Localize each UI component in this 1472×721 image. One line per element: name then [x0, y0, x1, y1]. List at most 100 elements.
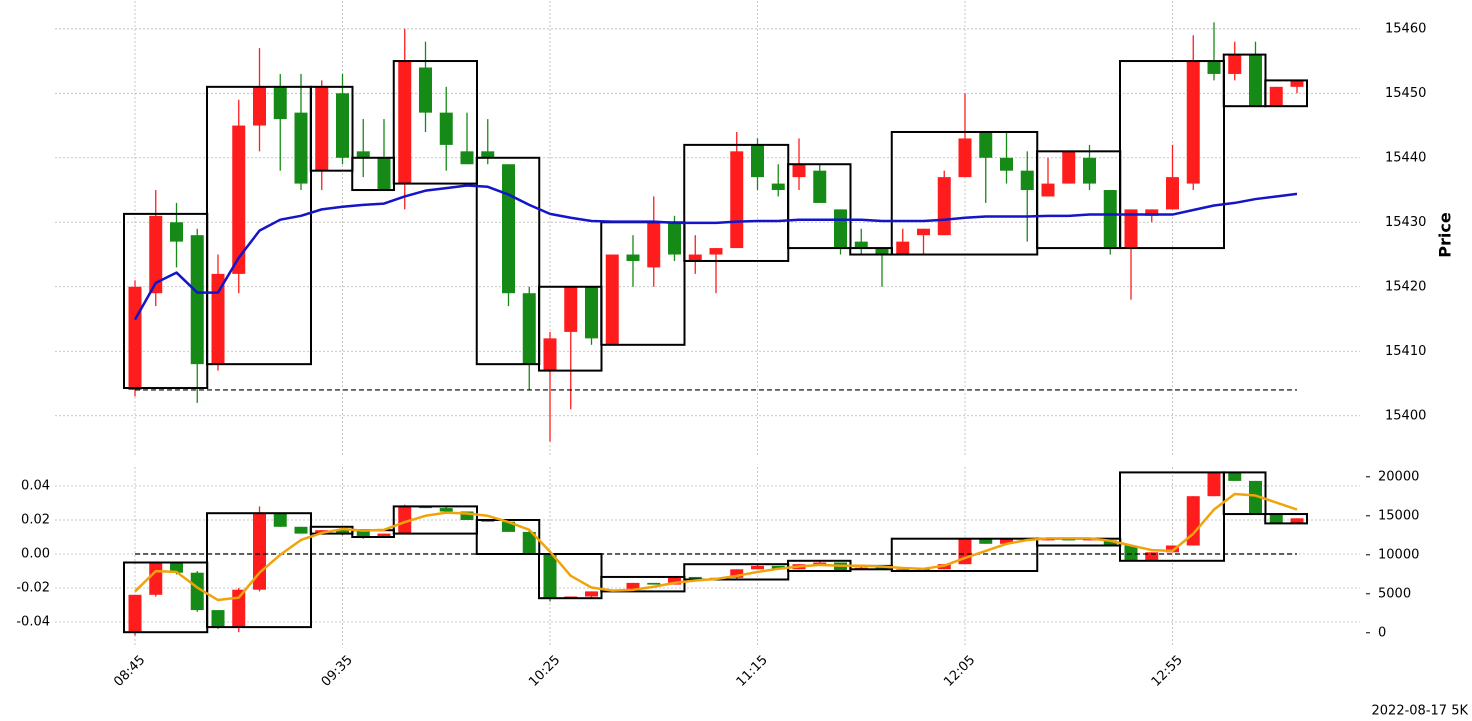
caption: 2022-08-17 5K [1372, 704, 1469, 719]
x-tick-label: 09:35 [319, 653, 356, 690]
candle-body [502, 521, 515, 532]
candle-body [751, 565, 764, 570]
candle-body [1207, 472, 1221, 497]
candle-body [543, 338, 557, 371]
candle-body [232, 589, 246, 628]
candle-body [543, 554, 557, 599]
range-box [1119, 60, 1225, 250]
candle-body [294, 526, 308, 534]
candle-body [1145, 552, 1159, 560]
candle-body [377, 157, 391, 191]
series-line [134, 492, 1298, 602]
y-tick-label: 15450 [1385, 86, 1426, 101]
candle-body [1186, 61, 1200, 184]
candle-body [1041, 183, 1055, 197]
y2-tick-label: 5000 [1378, 586, 1411, 601]
candle-body [1249, 54, 1262, 107]
candle-body [336, 93, 349, 158]
y-tick-label: -0.02 [16, 581, 50, 596]
candle-body [854, 241, 868, 249]
y2-tick-label: 10000 [1378, 547, 1419, 562]
candle-body [170, 222, 183, 242]
candle-body [688, 254, 702, 261]
candle-body [647, 582, 661, 585]
y-tick-label: 15430 [1385, 215, 1426, 230]
range-box [392, 60, 478, 185]
candle-body [253, 86, 266, 126]
range-box [1222, 471, 1267, 516]
candle-body [668, 222, 681, 255]
candle-body [668, 576, 681, 585]
candle-body [771, 183, 785, 191]
candle-body [502, 164, 515, 294]
candle-body [1103, 540, 1117, 546]
candle-body [709, 248, 723, 255]
candle-body [1207, 61, 1221, 74]
range-box [890, 537, 1039, 573]
y-tick-label: 15410 [1385, 344, 1426, 359]
candle-body [460, 151, 474, 165]
range-box [1264, 513, 1308, 525]
candle-body [730, 151, 744, 249]
candle-body [792, 164, 806, 178]
candle-body [232, 125, 246, 274]
x-tick-label: 12:05 [941, 653, 978, 690]
y2-tick-label: 20000 [1378, 469, 1419, 484]
candle-body [398, 506, 412, 534]
range-box [475, 156, 541, 366]
candle-body [439, 112, 453, 145]
candle-body [460, 511, 474, 520]
candle-body [1290, 80, 1304, 87]
candle-body [149, 215, 163, 294]
candle-body [626, 582, 640, 590]
candle-body [439, 508, 453, 512]
candle-body [1290, 518, 1304, 524]
candle-body [273, 86, 287, 120]
range-box [1264, 79, 1308, 108]
x-tick-label: 11:15 [734, 653, 771, 690]
candle-body [294, 112, 308, 184]
candle-body [336, 530, 349, 534]
range-box [206, 85, 312, 366]
candle-body [917, 228, 930, 236]
candle-body [211, 610, 225, 628]
candle-body [585, 286, 598, 339]
x-tick-label: 08:45 [111, 653, 148, 690]
candle-body [875, 248, 889, 255]
candle-body [1124, 545, 1138, 560]
candle-body [398, 61, 412, 184]
candle-body [1249, 480, 1262, 515]
y-tick-label: 0.00 [21, 547, 50, 562]
candle-body [1166, 177, 1179, 210]
candle-body [626, 254, 640, 261]
candle-body [896, 241, 910, 255]
y-tick-label: 0.04 [21, 479, 50, 494]
candle-body [1166, 545, 1179, 553]
y-axis-label: Price [1436, 212, 1455, 258]
candle-body [979, 131, 993, 158]
candle-body [1062, 151, 1076, 184]
candle-body [647, 222, 661, 268]
candle-body [170, 562, 183, 573]
candle-body [1186, 496, 1200, 546]
candle-body [190, 235, 204, 365]
y-tick-label: 0.02 [21, 513, 50, 528]
candle-body [979, 538, 993, 544]
candle-body [1020, 170, 1034, 191]
candle-body [605, 254, 619, 345]
candle-body [813, 170, 827, 203]
candle-body [1000, 157, 1013, 171]
candle-body [688, 576, 702, 580]
candle-body [1269, 514, 1283, 524]
candle-body [1228, 472, 1242, 481]
candle-body [1145, 209, 1159, 216]
candle-body [211, 273, 225, 365]
x-tick-label: 12:55 [1149, 653, 1186, 690]
x-tick-label: 10:25 [526, 653, 563, 690]
candle-body [937, 177, 951, 236]
y2-tick-label: 15000 [1378, 508, 1419, 523]
candle-body [751, 144, 764, 178]
series-line [133, 184, 1298, 321]
candle-body [190, 572, 204, 611]
y-tick-label: 15440 [1385, 150, 1426, 165]
